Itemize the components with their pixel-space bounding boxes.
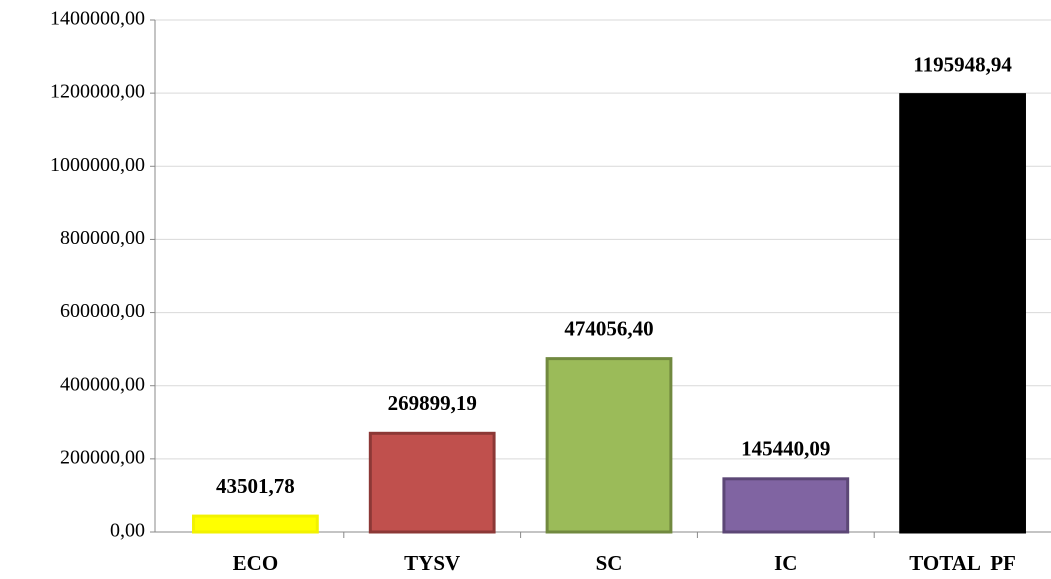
x-tick-label: SC [596, 551, 623, 575]
bar [899, 93, 1026, 534]
value-label: 474056,40 [564, 316, 653, 340]
x-tick-label: TYSV [404, 551, 460, 575]
y-tick-label: 400000,00 [60, 373, 145, 395]
y-tick-label: 0,00 [110, 520, 145, 542]
value-label: 1195948,94 [913, 52, 1012, 76]
y-tick-label: 1400000,00 [50, 8, 145, 30]
bar [545, 357, 673, 534]
y-tick-label: 600000,00 [60, 300, 145, 322]
bar [368, 431, 496, 534]
y-tick-label: 1200000,00 [50, 81, 145, 103]
x-tick-label: IC [774, 551, 797, 575]
value-label: 145440,09 [741, 437, 830, 461]
y-tick-label: 200000,00 [60, 446, 145, 468]
y-tick-label: 1000000,00 [50, 154, 145, 176]
bar [722, 477, 850, 534]
value-label: 269899,19 [388, 391, 477, 415]
bar [192, 514, 319, 534]
value-label: 43501,78 [216, 474, 295, 498]
y-tick-label: 800000,00 [60, 227, 145, 249]
x-tick-label: ECO [233, 551, 279, 575]
x-tick-label: TOTAL PF [909, 551, 1016, 575]
